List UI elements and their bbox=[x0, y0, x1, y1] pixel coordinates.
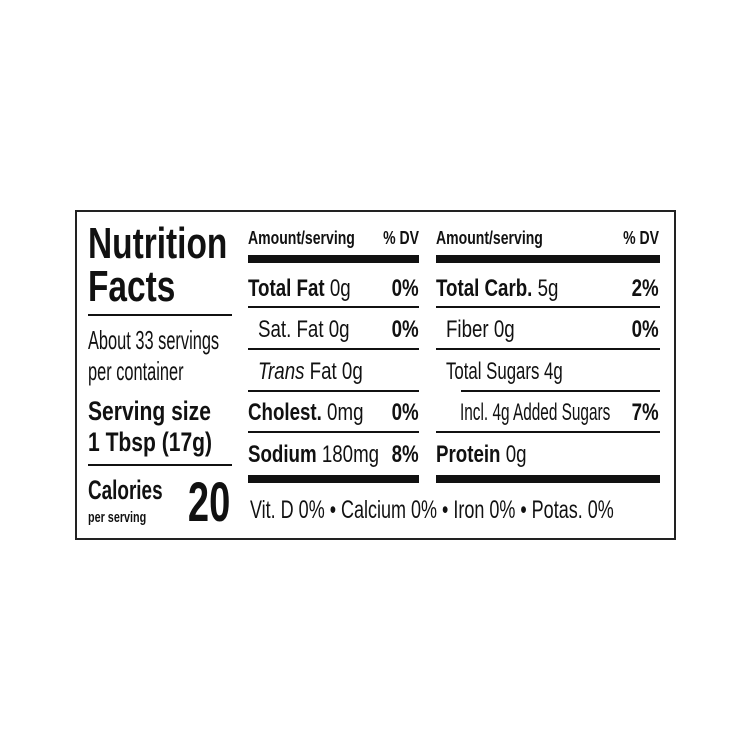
calories-value: 20 bbox=[187, 470, 230, 533]
divider bbox=[461, 390, 660, 392]
title-facts: Facts bbox=[88, 262, 176, 311]
header-amount-right: Amount/serving bbox=[436, 228, 543, 248]
divider bbox=[436, 306, 660, 308]
calories-label: Calories bbox=[88, 475, 163, 505]
row-added-sugars: Incl. 4g Added Sugars bbox=[460, 399, 611, 426]
row-fiber: Fiber 0g bbox=[446, 316, 515, 343]
nutrition-facts-panel bbox=[75, 210, 676, 540]
divider bbox=[436, 431, 660, 433]
dv-added-sugars: 7% bbox=[631, 399, 659, 426]
title-nutrition: Nutrition bbox=[88, 219, 228, 268]
row-protein: Protein 0g bbox=[436, 441, 527, 468]
dv-sat-fat: 0% bbox=[391, 316, 419, 343]
thick-bar bbox=[436, 255, 660, 263]
divider bbox=[248, 431, 419, 433]
serving-size-value: 1 Tbsp (17g) bbox=[88, 427, 213, 457]
header-dv: % DV bbox=[383, 228, 419, 248]
row-total-carb: Total Carb. 5g bbox=[436, 275, 559, 302]
dv-total-carb: 2% bbox=[631, 275, 659, 302]
dv-sodium: 8% bbox=[391, 441, 419, 468]
dv-total-fat: 0% bbox=[391, 275, 419, 302]
row-sodium: Sodium 180mg bbox=[248, 441, 380, 468]
micronutrients: Vit. D 0% • Calcium 0% • Iron 0% • Potas… bbox=[250, 496, 614, 524]
row-trans-fat: Trans Fat 0g bbox=[258, 358, 363, 385]
divider bbox=[248, 390, 419, 392]
divider bbox=[88, 314, 232, 316]
divider bbox=[248, 348, 419, 350]
row-sat-fat: Sat. Fat 0g bbox=[258, 316, 350, 343]
divider bbox=[436, 348, 660, 350]
row-total-sugars: Total Sugars 4g bbox=[446, 358, 563, 385]
row-total-fat: Total Fat 0g bbox=[248, 275, 351, 302]
serving-size-label: Serving size bbox=[88, 396, 211, 426]
dv-cholesterol: 0% bbox=[391, 399, 419, 426]
thick-bar bbox=[248, 255, 419, 263]
divider bbox=[248, 306, 419, 308]
calories-sub: per serving bbox=[88, 509, 147, 526]
thick-bar bbox=[248, 475, 419, 483]
servings-per-container-2: per container bbox=[88, 356, 184, 386]
header-amount: Amount/serving bbox=[248, 228, 355, 248]
thick-bar bbox=[436, 475, 660, 483]
servings-per-container: About 33 servings bbox=[88, 325, 220, 355]
header-dv-right: % DV bbox=[623, 228, 659, 248]
row-cholesterol: Cholest. 0mg bbox=[248, 399, 364, 426]
divider bbox=[88, 464, 232, 466]
dv-fiber: 0% bbox=[631, 316, 659, 343]
